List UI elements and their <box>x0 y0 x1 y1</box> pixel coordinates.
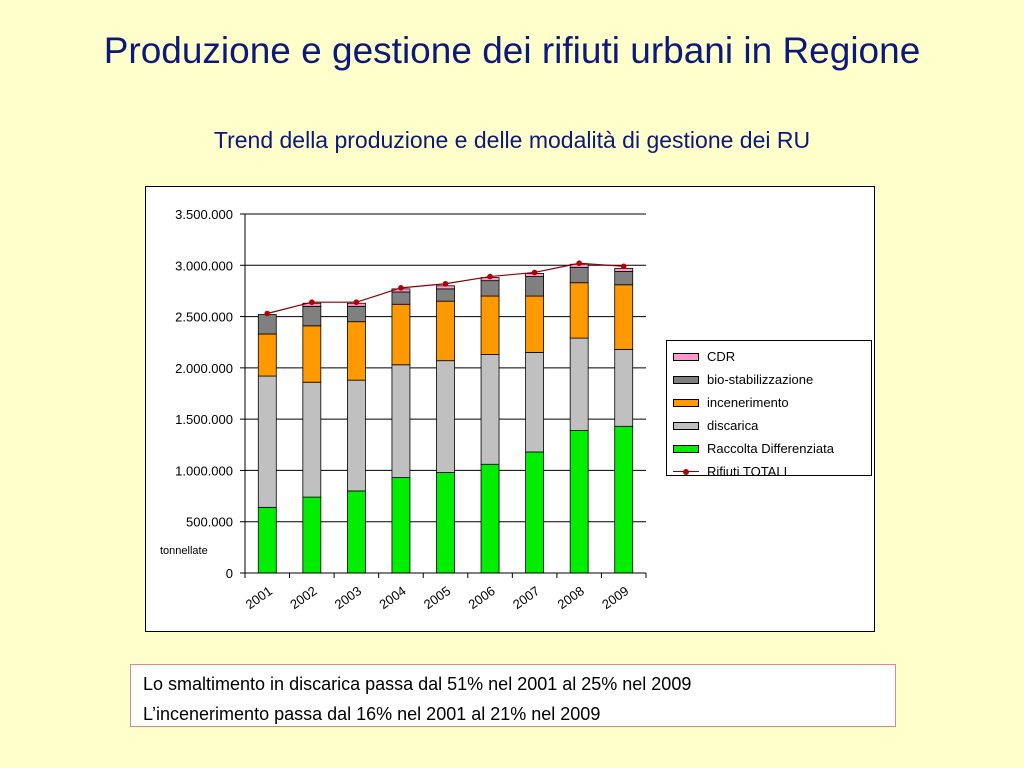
bar-segment <box>346 490 366 574</box>
bar-segment <box>257 506 277 574</box>
bar-segment <box>614 425 634 574</box>
legend-swatch <box>673 444 699 453</box>
y-tick-label: 1.000.000 <box>175 463 233 478</box>
totals-point <box>264 310 271 317</box>
bar-segment <box>480 354 500 465</box>
notes-box: Lo smaltimento in discarica passa dal 51… <box>130 664 896 727</box>
totals-point <box>531 269 538 276</box>
note-discarica: Lo smaltimento in discarica passa dal 51… <box>143 674 692 694</box>
bar-segment <box>436 472 455 574</box>
y-tick-label: 1.500.000 <box>175 412 233 427</box>
bar-segment <box>346 321 366 381</box>
bar-segment <box>525 352 545 453</box>
bar-segment <box>346 379 366 492</box>
bar-segment <box>257 333 277 377</box>
chart-legend: CDR bio-stabilizzazione incenerimento disca… <box>666 340 872 479</box>
y-tick-label: 0 <box>226 566 233 581</box>
totals-point <box>442 280 449 287</box>
y-tick-label: 2.500.000 <box>175 310 233 325</box>
legend-item: Raccolta Differenziata <box>667 437 871 460</box>
legend-label: CDR <box>707 349 736 364</box>
bar-segment <box>525 451 545 574</box>
legend-item: bio-stabilizzazione <box>667 368 871 391</box>
bar-segment <box>614 348 634 427</box>
totals-point <box>309 299 315 306</box>
bar-segment <box>569 337 589 431</box>
x-tick-label: 2003 <box>332 583 364 612</box>
legend-label: Raccolta Differenziata <box>707 441 834 456</box>
x-tick-label: 2006 <box>465 583 497 612</box>
bar-segment <box>436 360 455 473</box>
x-tick-label: 2008 <box>555 583 587 612</box>
bar-segment <box>391 303 411 366</box>
slide-subtitle: Trend della produzione e delle modalità … <box>213 127 811 153</box>
bar-segment <box>436 300 455 362</box>
y-axis-unit-label: tonnellate <box>160 545 208 557</box>
x-tick-label: 2002 <box>287 583 319 612</box>
x-tick-label: 2007 <box>510 583 542 612</box>
legend-label: Rifiuti TOTALI <box>707 464 788 479</box>
bar-segment <box>257 314 277 335</box>
legend-swatch <box>673 375 699 384</box>
totals-point <box>398 285 404 291</box>
bar-segment <box>569 282 589 339</box>
bar-segment <box>480 280 500 297</box>
legend-line-marker <box>673 467 699 477</box>
slide-title: Produzione e gestione dei rifiuti urbani… <box>103 30 921 71</box>
x-tick-label: 2005 <box>421 583 453 612</box>
bar-segment <box>391 477 411 574</box>
stacked-bar-chart: 0 500.000 1.000.000 1.500.000 2.000.000 2.500… <box>175 207 647 612</box>
bar-segment <box>257 375 277 508</box>
bar-segment <box>525 276 545 297</box>
legend-item: CDR <box>667 345 871 368</box>
bar-segment <box>614 284 634 350</box>
legend-label: bio-stabilizzazione <box>707 372 814 387</box>
bar-segment <box>480 295 500 355</box>
bar-segment <box>480 463 500 574</box>
totals-point <box>487 273 493 280</box>
bar-segment <box>525 295 545 353</box>
totals-point <box>353 299 360 306</box>
bar-segment <box>302 496 322 574</box>
legend-label: incenerimento <box>707 395 789 410</box>
totals-point <box>620 263 627 270</box>
totals-point <box>576 260 582 267</box>
bar-segment <box>302 381 322 498</box>
legend-item: discarica <box>667 414 871 437</box>
chart-frame: 0 500.000 1.000.000 1.500.000 2.000.000 2.500… <box>145 186 875 632</box>
legend-item: incenerimento <box>667 391 871 414</box>
x-tick-label: 2004 <box>376 583 408 612</box>
y-tick-label: 500.000 <box>186 515 233 530</box>
bar-segment <box>569 430 589 574</box>
y-tick-label: 2.000.000 <box>175 361 233 376</box>
legend-swatch <box>673 421 699 430</box>
legend-item: Rifiuti TOTALI <box>667 460 871 483</box>
legend-label: discarica <box>707 418 759 433</box>
bar-segment <box>436 288 455 302</box>
legend-swatch <box>673 398 699 407</box>
x-tick-label: 2009 <box>599 583 631 612</box>
y-tick-label: 3.000.000 <box>175 258 233 273</box>
bar-segment <box>569 266 589 284</box>
legend-swatch <box>673 352 699 361</box>
note-incenerimento: L’incenerimento passa dal 16% nel 2001 a… <box>143 704 601 724</box>
bar-segment <box>302 305 322 327</box>
bar-segment <box>391 291 411 305</box>
bar-segment <box>302 325 322 383</box>
bar-segment <box>391 364 411 479</box>
x-tick-label: 2001 <box>243 583 275 612</box>
bar-segment <box>614 271 634 286</box>
y-tick-label: 3.500.000 <box>175 207 233 222</box>
bar-segment <box>346 305 366 323</box>
